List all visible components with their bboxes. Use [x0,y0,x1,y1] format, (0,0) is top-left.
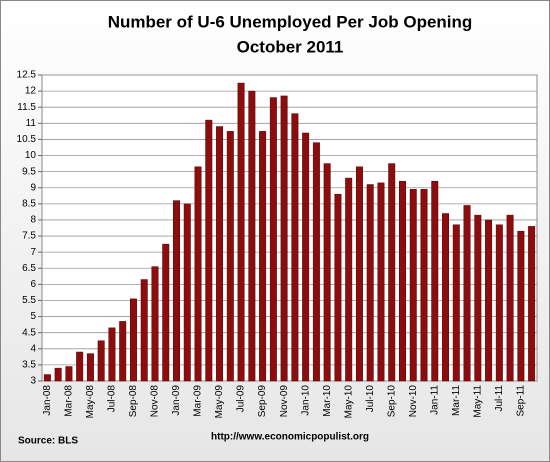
x-tick-label: Jan-11 [429,385,440,415]
x-tick-label: Jan-09 [171,385,182,416]
bar [151,266,159,382]
bar [43,374,51,382]
bar [65,366,73,382]
bar [345,177,353,382]
bar [302,132,310,382]
x-tick-label: May-08 [85,385,96,419]
bar [129,298,137,382]
url: http://www.economicpopulist.org [211,432,369,443]
x-tick-label: Nov-10 [408,385,419,418]
x-tick-label: Mar-10 [322,385,333,417]
bar [388,163,396,382]
x-tick-label: Sep-08 [128,385,139,418]
y-tick-label: 4.5 [22,327,36,338]
chart-title: Number of U-6 Unemployed Per Job Opening [108,12,473,31]
bar [463,205,471,382]
bar [54,367,62,382]
x-tick-label: Sep-11 [515,385,526,417]
y-tick-label: 6.5 [22,263,36,274]
bar [442,213,450,382]
bar [528,226,536,382]
bar [420,189,428,382]
bar [517,230,525,382]
bar [409,189,417,382]
x-tick-label: Mar-08 [64,385,75,417]
x-tick-label: Nov-08 [150,385,161,418]
y-tick-label: 5.5 [22,295,36,306]
bar [140,279,148,382]
bar [399,181,406,382]
x-tick-label: Nov-09 [279,385,290,418]
bar [452,224,460,382]
x-tick-label: May-10 [343,385,354,419]
chart-subtitle: October 2011 [237,37,344,56]
y-tick-label: 4 [30,343,36,354]
bar [237,82,245,382]
y-tick-label: 6 [30,279,36,290]
bar [108,327,116,382]
x-tick-label: Sep-09 [257,385,268,418]
bar [269,97,277,382]
bar [312,142,320,382]
y-tick-label: 7.5 [22,231,36,242]
x-tick-label: Jan-08 [42,385,53,416]
x-tick-label: Sep-10 [386,385,397,418]
x-tick-label: Jul-08 [107,385,118,413]
source: Source: BLS [18,436,78,447]
bar [86,353,94,382]
y-tick-label: 5 [30,311,36,322]
bar [194,166,202,382]
x-tick-label: Mar-09 [193,385,204,417]
y-tick-label: 10 [25,150,37,161]
bar [183,203,191,382]
y-tick-label: 11 [26,118,37,129]
bar [431,181,439,382]
x-tick-label: Jul-11 [494,385,505,412]
bar [97,340,105,382]
y-tick-label: 3 [30,376,36,387]
bar [355,166,363,382]
bar [280,95,288,382]
x-tick-label: Jan-10 [300,385,311,416]
bar [366,184,374,382]
bar [334,193,342,382]
y-tick-label: 7 [30,247,36,258]
y-tick-label: 8.5 [22,198,36,209]
y-tick-label: 3.5 [22,360,36,371]
bar [259,131,267,382]
bar [205,119,213,382]
y-tick-label: 9.5 [22,166,36,177]
bar [119,321,127,382]
bar [216,126,224,382]
x-tick-label: Jul-10 [365,385,376,413]
plot-area [41,74,538,382]
bar [76,351,84,382]
bar [474,214,482,382]
bar [162,243,170,382]
bar [291,113,299,382]
bar [226,131,234,382]
x-tick-label: Jul-09 [236,385,247,413]
y-tick-label: 12 [25,86,37,97]
y-tick-label: 8 [30,215,36,226]
bar [248,90,256,382]
bar [173,200,180,382]
x-tick-label: May-09 [214,385,225,419]
bar [377,182,385,382]
y-tick-label: 9 [30,182,36,193]
bar [485,219,493,382]
x-tick-label: Mar-11 [451,385,462,416]
y-tick-label: 11.5 [17,102,36,113]
bar [323,163,331,382]
y-tick-label: 12.5 [17,70,37,81]
bar [506,214,514,382]
bar [495,224,503,382]
y-tick-label: 10.5 [17,134,37,145]
x-tick-label: May-11 [472,385,483,418]
